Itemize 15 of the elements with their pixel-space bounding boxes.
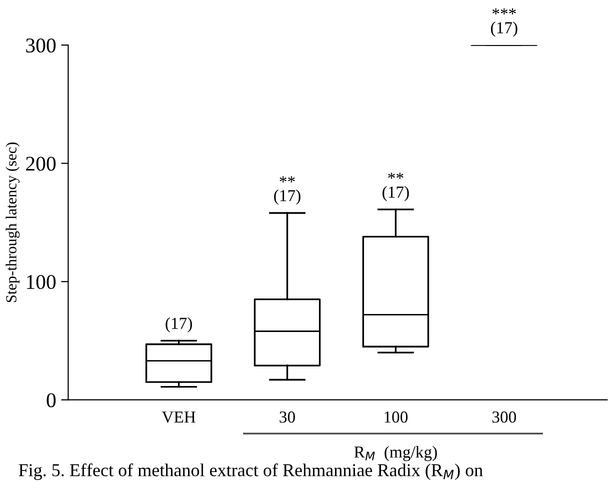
y-tick-label: 100 — [26, 274, 56, 290]
y-tick-label: 0 — [46, 393, 56, 408]
x-axis-title: R$_{M}$ (mg/kg) — [354, 446, 437, 462]
annotation: *** (17) — [491, 8, 518, 37]
y-axis-title: Step-through latency (sec) — [6, 142, 20, 302]
annotation: (17) — [166, 317, 192, 332]
y-tick-label: 300 — [26, 38, 56, 53]
y-tick-label: 200 — [26, 156, 56, 171]
x-tick-label: 100 — [384, 411, 408, 423]
x-tick-label: VEH — [162, 412, 196, 423]
annotation: ** (17) — [382, 172, 409, 202]
x-tick-label: 30 — [280, 411, 295, 423]
x-tick-label: 300 — [492, 411, 516, 423]
annotation: ** (17) — [274, 176, 300, 205]
caption: Fig. 5. Effect of methanol extract of Rehmanniae Radix (R$_{M}$) on — [18, 463, 483, 480]
